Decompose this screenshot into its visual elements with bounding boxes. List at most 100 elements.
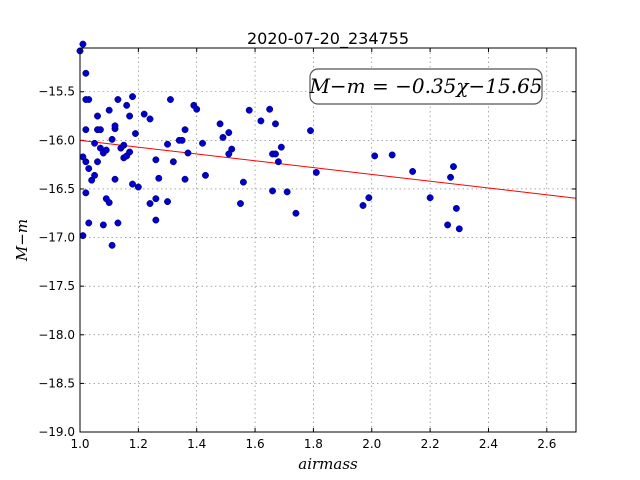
data-point xyxy=(88,176,96,184)
x-tick-label: 1.0 xyxy=(70,437,89,451)
chart-title: 2020-07-20_234755 xyxy=(247,29,409,49)
data-point xyxy=(99,221,107,229)
data-point xyxy=(272,150,279,158)
data-point xyxy=(79,232,87,240)
x-tick-label: 1.4 xyxy=(187,437,206,451)
x-axis-label: airmass xyxy=(298,455,358,473)
data-point xyxy=(79,40,87,48)
data-point xyxy=(269,187,277,195)
y-tick-label: −18.0 xyxy=(38,328,75,342)
data-point xyxy=(129,93,136,101)
data-point xyxy=(312,168,320,176)
data-point xyxy=(82,189,90,197)
data-point xyxy=(126,112,134,120)
y-tick-label: −15.5 xyxy=(38,85,75,99)
data-point xyxy=(94,112,101,120)
y-axis-ticks: −15.5 −16.0 −16.5 −17.0 −17.5 −18.0 −18.5 −19.0 xyxy=(38,85,576,439)
data-point xyxy=(146,200,154,207)
fit-line xyxy=(79,139,577,199)
y-tick-label: −17.5 xyxy=(38,279,75,293)
data-point xyxy=(388,151,396,159)
data-point xyxy=(184,149,192,157)
data-point xyxy=(307,127,314,135)
data-point xyxy=(266,105,274,113)
data-point xyxy=(450,163,457,171)
data-point xyxy=(359,202,367,209)
x-tick-label: 2.4 xyxy=(479,437,498,451)
data-point xyxy=(166,96,174,103)
y-tick-label: −17.0 xyxy=(38,231,75,245)
data-point xyxy=(91,139,99,147)
annotation-box xyxy=(309,68,543,105)
data-point xyxy=(120,141,128,149)
data-point xyxy=(85,165,93,172)
data-point xyxy=(228,145,236,153)
x-tick-label: 2.2 xyxy=(421,437,440,451)
data-point xyxy=(155,174,163,182)
fit-annotation: M−m = −0.35χ−15.65 xyxy=(308,68,543,105)
data-point xyxy=(96,126,104,134)
data-point xyxy=(134,183,142,191)
data-point xyxy=(152,156,160,164)
data-point xyxy=(452,204,460,212)
y-tick-label: −16.5 xyxy=(38,182,75,196)
y-tick-label: −19.0 xyxy=(38,425,75,439)
data-point xyxy=(219,133,227,141)
x-tick-label: 2.6 xyxy=(537,437,556,451)
data-point xyxy=(131,130,139,137)
y-tick-label: −16.0 xyxy=(38,133,75,147)
data-point xyxy=(202,171,209,179)
y-axis-label: M−m xyxy=(13,219,31,262)
data-point xyxy=(272,120,279,128)
data-point xyxy=(114,219,122,227)
x-tick-label: 2.0 xyxy=(362,437,381,451)
axes-frame xyxy=(79,47,577,433)
data-point xyxy=(126,148,134,156)
data-point xyxy=(105,106,113,114)
data-point xyxy=(164,140,171,148)
y-tick-label: −18.5 xyxy=(38,376,75,390)
data-point xyxy=(181,175,189,183)
data-point xyxy=(82,69,90,77)
x-tick-label: 1.2 xyxy=(129,437,148,451)
data-point xyxy=(426,194,434,202)
data-point xyxy=(199,139,206,147)
data-point xyxy=(102,146,110,154)
data-point xyxy=(444,221,452,229)
data-point xyxy=(447,173,454,181)
data-point xyxy=(82,158,90,166)
data-point xyxy=(237,200,244,207)
data-point xyxy=(283,188,291,196)
x-tick-label: 1.6 xyxy=(246,437,265,451)
data-point xyxy=(274,158,282,166)
data-point xyxy=(292,209,300,217)
data-point xyxy=(140,110,148,118)
data-point xyxy=(105,199,113,207)
data-point xyxy=(152,216,160,224)
data-point xyxy=(111,122,119,130)
data-point xyxy=(225,129,233,137)
x-tick-label: 1.8 xyxy=(304,437,323,451)
data-point xyxy=(371,152,379,160)
data-point xyxy=(85,96,93,103)
data-point xyxy=(152,195,160,203)
data-point xyxy=(164,198,171,206)
data-point xyxy=(123,101,131,109)
data-point xyxy=(94,158,101,166)
data-point xyxy=(245,106,253,114)
data-point xyxy=(108,135,116,143)
data-point xyxy=(111,175,119,183)
annotation-text: M−m = −0.35χ−15.65 xyxy=(308,74,542,98)
data-point xyxy=(455,225,463,233)
data-point xyxy=(257,117,265,125)
data-point xyxy=(277,143,285,151)
data-point xyxy=(409,168,417,175)
data-point xyxy=(239,178,247,186)
data-point xyxy=(365,194,373,202)
data-point xyxy=(146,115,154,123)
data-point xyxy=(129,180,136,188)
data-point xyxy=(216,120,224,128)
data-point xyxy=(169,158,177,166)
data-point xyxy=(82,126,90,134)
